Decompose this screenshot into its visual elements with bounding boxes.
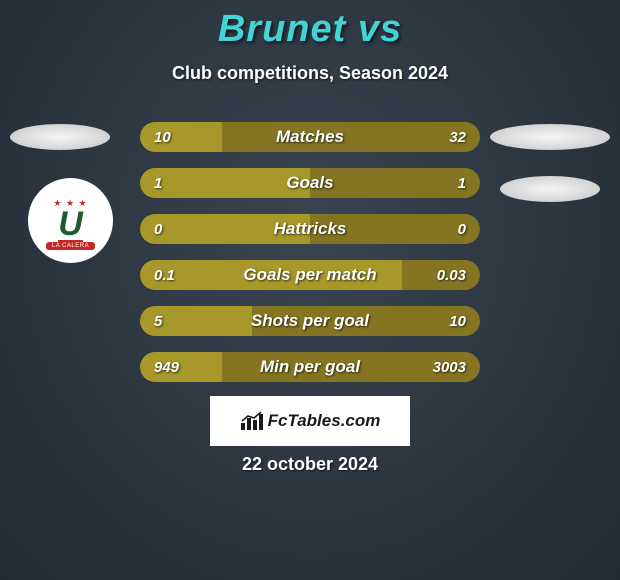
stat-right-value: 1 [458,168,466,198]
logo-letter: U [58,209,83,243]
stat-row: 5Shots per goal10 [140,306,480,336]
team-right-logo-placeholder [500,176,600,202]
stat-label: Matches [140,122,480,152]
player-left-photo-placeholder [10,124,110,150]
stat-right-value: 3003 [433,352,466,382]
stat-row: 0Hattricks0 [140,214,480,244]
stat-label: Hattricks [140,214,480,244]
stat-right-value: 0 [458,214,466,244]
stat-label: Min per goal [140,352,480,382]
page-subtitle: Club competitions, Season 2024 [0,63,620,84]
watermark[interactable]: FcTables.com [210,396,410,446]
watermark-chart-icon [240,411,264,431]
stat-row: 949Min per goal3003 [140,352,480,382]
stat-right-value: 0.03 [437,260,466,290]
player-right-photo-placeholder [490,124,610,150]
stat-row: 10Matches32 [140,122,480,152]
stat-row: 1Goals1 [140,168,480,198]
team-left-logo: ★ ★ ★ U LA CALERA [28,178,113,263]
date-label: 22 october 2024 [0,454,620,475]
stat-right-value: 10 [449,306,466,336]
stat-label: Shots per goal [140,306,480,336]
page-title: Brunet vs [0,0,620,51]
stat-label: Goals per match [140,260,480,290]
stat-label: Goals [140,168,480,198]
logo-banner: LA CALERA [46,242,95,250]
watermark-text: FcTables.com [268,411,381,431]
stat-row: 0.1Goals per match0.03 [140,260,480,290]
stats-container: 10Matches321Goals10Hattricks00.1Goals pe… [140,122,480,398]
stat-right-value: 32 [449,122,466,152]
